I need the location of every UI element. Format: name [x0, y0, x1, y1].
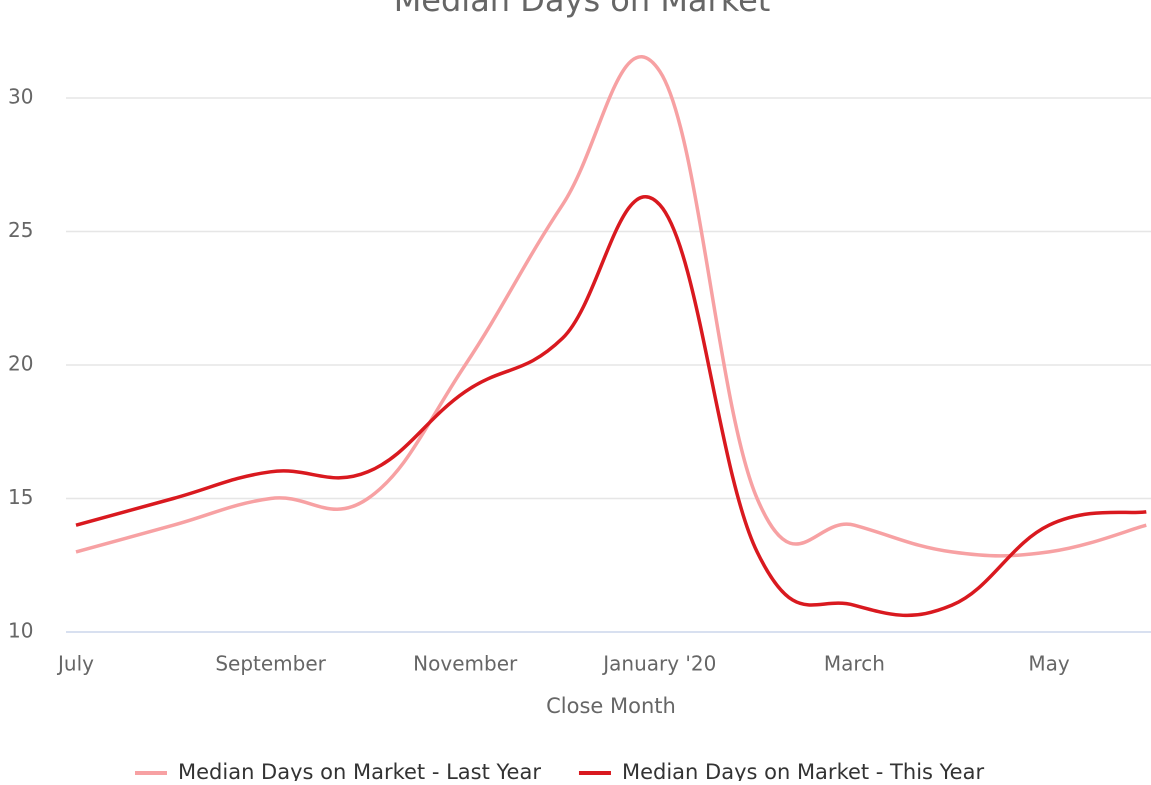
y-tick-label: 30 — [8, 85, 33, 109]
y-tick-label: 20 — [8, 352, 33, 376]
x-tick-label: November — [413, 652, 518, 676]
line — [75, 195, 1147, 618]
y-tick-label: 15 — [8, 485, 33, 509]
x-tick-label: May — [1028, 652, 1070, 676]
legend-label: Median Days on Market - This Year — [622, 760, 985, 781]
x-tick-label: July — [56, 652, 94, 676]
legend-label: Median Days on Market - Last Year — [178, 760, 541, 781]
x-tick-label: September — [215, 652, 326, 676]
y-tick-label: 10 — [8, 619, 33, 643]
x-tick-label: March — [824, 652, 885, 676]
x-tick-label: January '20 — [601, 652, 716, 676]
line — [75, 54, 1147, 558]
x-axis-title: Close Month — [546, 694, 676, 718]
chart-title: Median Days on Market — [394, 0, 771, 19]
y-tick-label: 25 — [8, 218, 33, 242]
